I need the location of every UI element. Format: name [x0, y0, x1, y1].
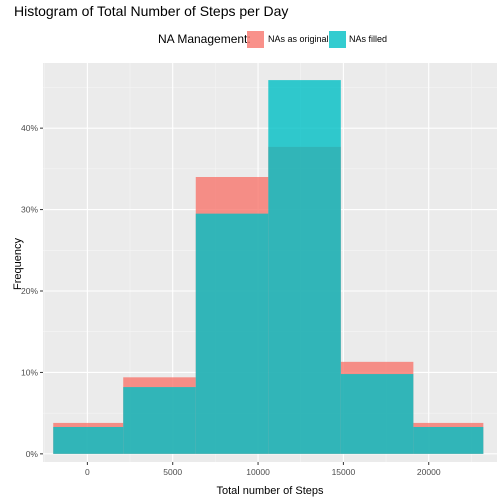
x-tick-label: 0 — [85, 467, 90, 477]
chart-title: Histogram of Total Number of Steps per D… — [14, 3, 289, 19]
histogram-bar — [413, 426, 484, 454]
histogram-bar — [268, 80, 341, 454]
histogram-bar — [53, 426, 124, 454]
y-axis-title: Frequency — [12, 238, 24, 290]
legend: NA Management: NAs as original NAs fille… — [0, 30, 504, 50]
histogram-bar — [195, 213, 269, 454]
y-tick-label: 10% — [21, 367, 38, 377]
x-axis-ticks: 0 5000 10000 15000 20000 — [85, 462, 441, 477]
legend-title: NA Management: — [158, 32, 251, 46]
x-tick-label: 15000 — [332, 467, 356, 477]
x-axis-title: Total number of Steps — [216, 485, 324, 497]
x-tick-label: 10000 — [246, 467, 270, 477]
y-tick-label: 0% — [26, 449, 39, 459]
y-tick-label: 20% — [21, 286, 38, 296]
legend-key-nas-filled — [329, 31, 346, 48]
legend-label-nas-original: NAs as original — [268, 34, 329, 44]
legend-label-nas-filled: NAs filled — [349, 34, 388, 44]
histogram-bar — [123, 387, 196, 454]
y-axis-ticks: 0% 10% 20% 30% 40% — [21, 123, 43, 459]
legend-key-nas-original — [247, 31, 264, 48]
x-tick-label: 20000 — [417, 467, 441, 477]
histogram-bar — [340, 374, 414, 454]
x-tick-label: 5000 — [163, 467, 182, 477]
y-tick-label: 30% — [21, 205, 38, 215]
bars-nas-filled — [53, 80, 484, 454]
y-tick-label: 40% — [21, 123, 38, 133]
